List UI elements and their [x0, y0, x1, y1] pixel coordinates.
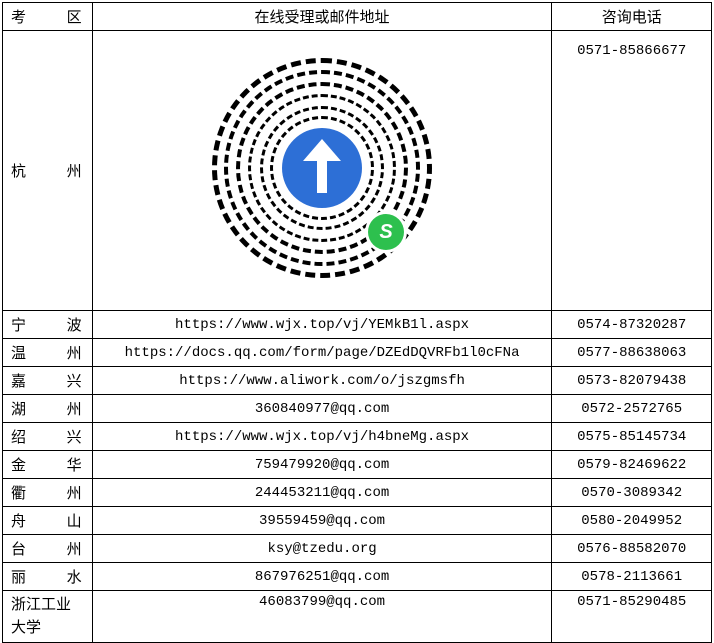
region-cell: 金 华: [3, 451, 93, 479]
qr-code-cell: S: [92, 31, 552, 311]
address-cell: 39559459@qq.com: [92, 507, 552, 535]
header-region: 考 区: [3, 3, 93, 31]
address-cell: https://www.wjx.top/vj/h4bneMg.aspx: [92, 423, 552, 451]
region-cell: 舟 山: [3, 507, 93, 535]
table-row: 衢 州 244453211@qq.com 0570-3089342: [3, 479, 712, 507]
table-row: 舟 山 39559459@qq.com 0580-2049952: [3, 507, 712, 535]
address-cell: 46083799@qq.com: [92, 591, 552, 643]
table-row: 浙江工业大学 46083799@qq.com 0571-85290485: [3, 591, 712, 643]
address-cell: https://www.aliwork.com/o/jszgmsfh: [92, 367, 552, 395]
address-cell: https://www.wjx.top/vj/YEMkB1l.aspx: [92, 311, 552, 339]
phone-cell: 0575-85145734: [552, 423, 712, 451]
region-cell: 温 州: [3, 339, 93, 367]
table-row: 丽 水 867976251@qq.com 0578-2113661: [3, 563, 712, 591]
region-cell: 绍 兴: [3, 423, 93, 451]
region-cell: 浙江工业大学: [3, 591, 93, 643]
phone-cell: 0573-82079438: [552, 367, 712, 395]
contact-table: 考 区 在线受理或邮件地址 咨询电话 杭 州 S: [2, 2, 712, 643]
header-address: 在线受理或邮件地址: [92, 3, 552, 31]
qr-logo-icon: [282, 128, 362, 208]
phone-cell: 0571-85866677: [552, 31, 712, 311]
region-cell: 衢 州: [3, 479, 93, 507]
qr-badge-icon: S: [368, 214, 404, 250]
table-row: 绍 兴 https://www.wjx.top/vj/h4bneMg.aspx …: [3, 423, 712, 451]
address-cell: https://docs.qq.com/form/page/DZEdDQVRFb…: [92, 339, 552, 367]
header-phone: 咨询电话: [552, 3, 712, 31]
address-cell: 360840977@qq.com: [92, 395, 552, 423]
phone-cell: 0576-88582070: [552, 535, 712, 563]
region-cell: 杭 州: [3, 31, 93, 311]
table-row: 宁 波 https://www.wjx.top/vj/YEMkB1l.aspx …: [3, 311, 712, 339]
phone-cell: 0571-85290485: [552, 591, 712, 643]
phone-cell: 0570-3089342: [552, 479, 712, 507]
region-cell: 嘉 兴: [3, 367, 93, 395]
table-row: 台 州 ksy@tzedu.org 0576-88582070: [3, 535, 712, 563]
address-cell: 244453211@qq.com: [92, 479, 552, 507]
qr-code-icon: S: [212, 58, 432, 278]
table-row: 金 华 759479920@qq.com 0579-82469622: [3, 451, 712, 479]
table-row: 温 州 https://docs.qq.com/form/page/DZEdDQ…: [3, 339, 712, 367]
address-cell: 759479920@qq.com: [92, 451, 552, 479]
table-row: 嘉 兴 https://www.aliwork.com/o/jszgmsfh 0…: [3, 367, 712, 395]
table-row: 杭 州 S 0571-85866677: [3, 31, 712, 311]
region-cell: 丽 水: [3, 563, 93, 591]
phone-cell: 0572-2572765: [552, 395, 712, 423]
phone-cell: 0574-87320287: [552, 311, 712, 339]
phone-cell: 0579-82469622: [552, 451, 712, 479]
address-cell: 867976251@qq.com: [92, 563, 552, 591]
address-cell: ksy@tzedu.org: [92, 535, 552, 563]
region-cell: 宁 波: [3, 311, 93, 339]
phone-cell: 0580-2049952: [552, 507, 712, 535]
phone-cell: 0578-2113661: [552, 563, 712, 591]
region-cell: 台 州: [3, 535, 93, 563]
table-row: 湖 州 360840977@qq.com 0572-2572765: [3, 395, 712, 423]
region-cell: 湖 州: [3, 395, 93, 423]
phone-cell: 0577-88638063: [552, 339, 712, 367]
table-header-row: 考 区 在线受理或邮件地址 咨询电话: [3, 3, 712, 31]
